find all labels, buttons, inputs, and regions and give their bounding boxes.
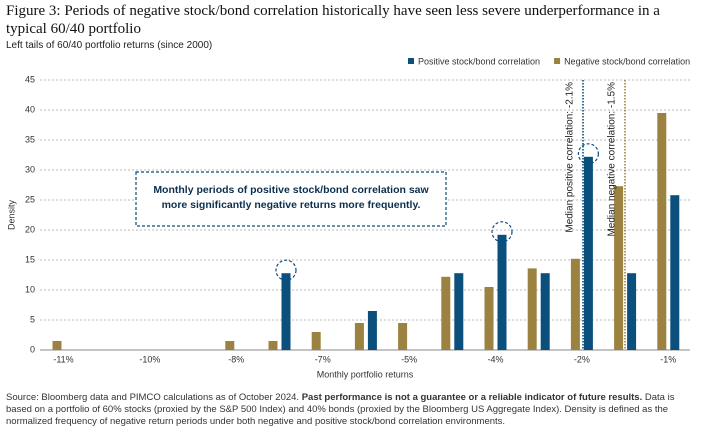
y-tick-label: 5 [30, 314, 35, 324]
annotation-box [135, 171, 447, 227]
y-tick-label: 0 [30, 344, 35, 354]
legend-swatch [554, 58, 561, 64]
x-tick-label: -5% [401, 354, 417, 364]
bar [354, 323, 364, 350]
bar [570, 258, 580, 350]
bar [441, 276, 451, 350]
y-tick-label: 40 [25, 104, 35, 114]
highlight-circle [275, 259, 297, 281]
bar [52, 341, 62, 350]
y-tick-label: 35 [25, 134, 35, 144]
bar [670, 195, 680, 350]
bar [398, 323, 408, 350]
median-label: Median negative correlation: -1.5% [607, 82, 618, 237]
y-tick-label: 20 [25, 224, 35, 234]
y-tick-label: 25 [25, 194, 35, 204]
source-note: Source: Bloomberg data and PIMCO calcula… [6, 392, 696, 428]
source-detail: Data is based on a portfolio of 60% stoc… [6, 392, 675, 427]
median-label: Median positive correlation: -2.1% [565, 82, 576, 233]
bar [540, 273, 550, 350]
bar [268, 341, 278, 350]
y-tick-label: 30 [25, 164, 35, 174]
bar [583, 156, 593, 350]
chart-subtitle: Left tails of 60/40 portfolio returns (s… [6, 40, 213, 51]
annotation-holder: Monthly periods of positive stock/bond c… [153, 184, 429, 211]
y-tick-label: 15 [25, 254, 35, 264]
x-tick-label: -4% [487, 354, 503, 364]
legend-swatch [408, 58, 414, 64]
legend-label: Positive stock/bond correlation [418, 56, 540, 66]
x-tick-label: -8% [228, 354, 244, 364]
bar [484, 287, 494, 350]
bar [225, 341, 235, 350]
x-axis-label: Monthly portfolio returns [317, 369, 414, 379]
bar [281, 273, 291, 350]
y-tick-label: 45 [25, 74, 35, 84]
chart-title: Figure 3: Periods of negative stock/bond… [6, 3, 660, 37]
bar [527, 268, 537, 350]
bar [367, 311, 377, 350]
highlight-circle [577, 143, 600, 165]
x-tick-label: -1% [660, 354, 676, 364]
bar [657, 113, 667, 350]
source: Source: Bloomberg data and PIMCO calcula… [6, 392, 300, 403]
bar [454, 273, 464, 350]
x-tick-label: -10% [139, 354, 160, 364]
disclaimer: Past performance is not a guarantee or a… [301, 392, 643, 403]
x-tick-label: -11% [53, 354, 73, 364]
bar [614, 186, 624, 350]
bar [497, 234, 507, 350]
annotation: Monthly periods of positive stock/bond c… [153, 184, 429, 211]
bar [627, 273, 637, 350]
x-tick-label: -2% [574, 354, 590, 364]
legend-label: Negative stock/bond correlation [564, 56, 690, 66]
x-tick-label: -7% [315, 354, 331, 364]
y-axis-label: Density [6, 199, 16, 230]
y-tick-label: 10 [25, 284, 35, 294]
highlight-circle [491, 221, 513, 243]
bar [311, 332, 321, 350]
